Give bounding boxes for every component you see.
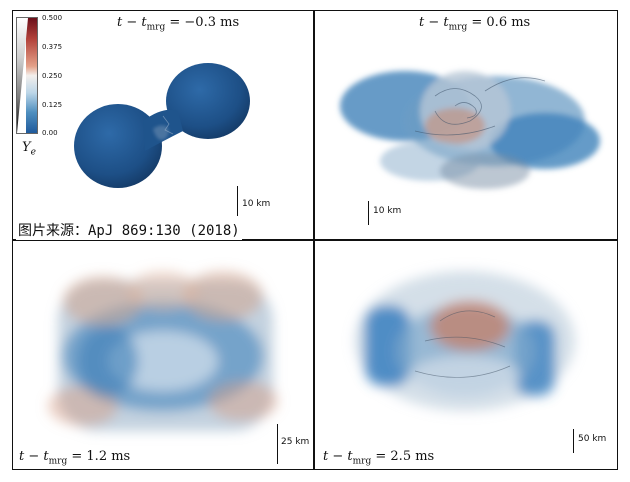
- merger-render-1.2ms: [48, 271, 278, 431]
- merger-render-0.6ms: [340, 71, 600, 189]
- scale-bar-2: [368, 201, 369, 225]
- scale-bar-4: [573, 429, 574, 453]
- time-label-3: t − tmrg = 1.2 ms: [19, 449, 131, 467]
- panel-4: t − tmrg = 2.5 ms 50 km: [315, 241, 617, 469]
- colorbar-tick-2: 0.250: [42, 72, 63, 80]
- horizontal-divider: [12, 239, 618, 241]
- merger-render-2.5ms: [355, 271, 575, 411]
- panel-3: t − tmrg = 1.2 ms 25 km: [13, 241, 313, 469]
- panel-2: t − tmrg = 0.6 ms 10 km: [315, 11, 617, 239]
- time-label-2: t − tmrg = 0.6 ms: [419, 15, 531, 33]
- colorbar-label: Ye: [22, 140, 36, 158]
- scale-bar-label-3: 25 km: [281, 437, 310, 447]
- scale-bar-label-2: 10 km: [373, 206, 402, 216]
- panel-1: t − tmrg = −0.3 ms 10 km: [13, 11, 313, 239]
- colorbar-tick-1: 0.375: [42, 43, 63, 51]
- scale-bar-3: [277, 424, 278, 464]
- time-label-1: t − tmrg = −0.3 ms: [117, 15, 240, 33]
- colorbar: [16, 17, 38, 134]
- scale-bar-label-4: 50 km: [578, 434, 607, 444]
- colorbar-tick-0: 0.500: [42, 14, 63, 22]
- binary-neutron-star-render: [74, 63, 250, 188]
- colorbar-tick-3: 0.125: [42, 101, 63, 109]
- scale-bar-label-1: 10 km: [242, 199, 271, 209]
- time-label-4: t − tmrg = 2.5 ms: [323, 449, 435, 467]
- colorbar-tick-4: 0.00: [42, 129, 58, 137]
- scale-bar-1: [237, 186, 238, 216]
- image-source-caption: 图片来源：ApJ 869:130 (2018): [16, 220, 242, 240]
